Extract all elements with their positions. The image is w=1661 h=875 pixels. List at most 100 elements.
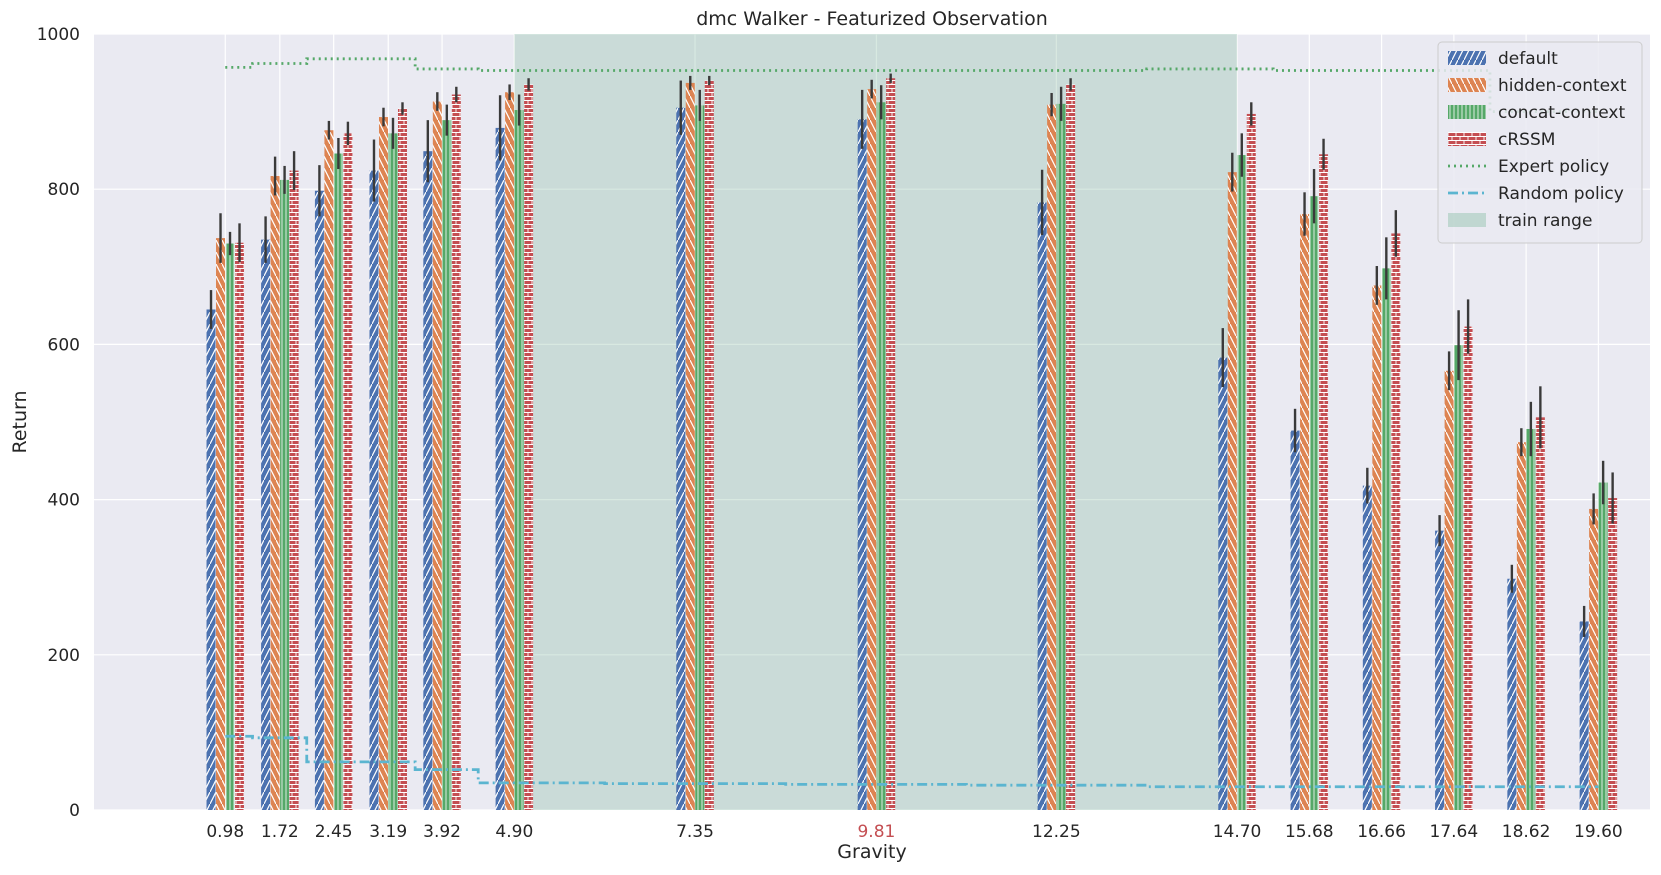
bar-hidden-context-16-66 bbox=[1372, 285, 1382, 810]
bar-crssm-1-72 bbox=[289, 170, 299, 811]
x-tick-label-0-98: 0.98 bbox=[206, 822, 244, 842]
legend-swatch-default bbox=[1448, 51, 1486, 65]
bar-default-3-19 bbox=[369, 170, 379, 811]
bar-concat-context-15-68 bbox=[1309, 196, 1319, 810]
bar-concat-context-9-81 bbox=[876, 102, 886, 810]
bar-default-16-66 bbox=[1362, 485, 1372, 810]
x-tick-label-3-19: 3.19 bbox=[369, 822, 407, 842]
bar-hidden-context-2-45 bbox=[324, 130, 334, 810]
bar-concat-context-3-19 bbox=[388, 133, 398, 810]
bar-hidden-context-9-81 bbox=[867, 89, 877, 810]
bar-default-4-90 bbox=[495, 127, 505, 810]
y-axis-label: Return bbox=[9, 390, 31, 453]
x-tick-label-14-70: 14.70 bbox=[1213, 822, 1262, 842]
bar-crssm-9-81 bbox=[886, 78, 896, 811]
bar-hidden-context-4-90 bbox=[505, 92, 515, 810]
legend-swatch-crssm bbox=[1448, 132, 1486, 146]
bar-default-7-35 bbox=[676, 107, 686, 811]
y-tick-label: 400 bbox=[48, 491, 80, 511]
bar-concat-context-4-90 bbox=[514, 110, 524, 811]
bar-concat-context-17-64 bbox=[1454, 345, 1464, 810]
x-tick-label-4-90: 4.90 bbox=[495, 822, 533, 842]
bar-hidden-context-14-70 bbox=[1227, 172, 1237, 811]
legend-label-random-policy: Random policy bbox=[1498, 184, 1624, 204]
x-tick-label-19-60: 19.60 bbox=[1574, 822, 1623, 842]
legend-label-concat-context: concat-context bbox=[1498, 103, 1625, 123]
bar-hidden-context-3-92 bbox=[432, 101, 442, 810]
bar-crssm-17-64 bbox=[1463, 326, 1473, 810]
legend-label-hidden-context: hidden-context bbox=[1498, 76, 1627, 96]
bar-concat-context-2-45 bbox=[333, 153, 343, 810]
legend-swatch-concat-context bbox=[1448, 105, 1486, 119]
bar-crssm-15-68 bbox=[1319, 154, 1329, 810]
bar-concat-context-7-35 bbox=[695, 105, 705, 811]
bar-concat-context-19-60 bbox=[1598, 482, 1608, 810]
bar-default-18-62 bbox=[1507, 578, 1517, 810]
bar-default-12-25 bbox=[1037, 202, 1047, 811]
bar-hidden-context-19-60 bbox=[1589, 508, 1599, 810]
y-tick-label: 200 bbox=[48, 646, 80, 666]
policy-lines bbox=[225, 57, 1599, 789]
legend: default hidden-context concat-context cRSSM… bbox=[1437, 41, 1643, 244]
chart-title: dmc Walker - Featurized Observation bbox=[696, 8, 1048, 30]
bar-hidden-context-0-98 bbox=[216, 238, 226, 810]
bar-concat-context-16-66 bbox=[1381, 268, 1391, 810]
bar-concat-context-12-25 bbox=[1056, 103, 1066, 811]
x-tick-label-17-64: 17.64 bbox=[1430, 822, 1479, 842]
y-tick-label: 0 bbox=[69, 801, 80, 821]
bar-hidden-context-18-62 bbox=[1516, 442, 1526, 810]
legend-label-default: default bbox=[1498, 49, 1558, 69]
legend-label-train-range: train range bbox=[1498, 211, 1592, 231]
x-tick-label-1-72: 1.72 bbox=[261, 822, 299, 842]
line-random-policy bbox=[225, 734, 1599, 789]
bar-concat-context-1-72 bbox=[280, 179, 290, 810]
bar-default-3-92 bbox=[423, 151, 433, 810]
bar-crssm-0-98 bbox=[235, 242, 245, 810]
y-tick-label: 600 bbox=[48, 335, 80, 355]
x-tick-label-2-45: 2.45 bbox=[315, 822, 353, 842]
bars bbox=[206, 73, 1618, 811]
bar-crssm-12-25 bbox=[1066, 84, 1076, 810]
axes: 0 200 400 600 800 1000 0.98 1.72 2.45 3.19 3.92 4.9… bbox=[37, 25, 1623, 842]
bar-hidden-context-17-64 bbox=[1444, 370, 1454, 810]
bar-concat-context-3-92 bbox=[442, 120, 452, 811]
legend-label-crssm: cRSSM bbox=[1498, 130, 1555, 150]
bar-crssm-3-19 bbox=[397, 108, 407, 811]
x-tick-label-15-68: 15.68 bbox=[1285, 822, 1334, 842]
legend-swatch-hidden-context bbox=[1448, 78, 1486, 92]
grid bbox=[94, 33, 1650, 811]
bar-default-19-60 bbox=[1579, 621, 1589, 810]
bar-crssm-3-92 bbox=[451, 94, 461, 810]
bar-hidden-context-7-35 bbox=[685, 82, 695, 810]
bar-crssm-7-35 bbox=[704, 80, 714, 810]
bar-default-2-45 bbox=[314, 190, 324, 810]
x-tick-label-18-62: 18.62 bbox=[1502, 822, 1551, 842]
bar-default-14-70 bbox=[1218, 357, 1228, 810]
x-tick-label-7-35: 7.35 bbox=[676, 822, 714, 842]
bar-hidden-context-15-68 bbox=[1300, 214, 1310, 811]
bar-crssm-16-66 bbox=[1391, 233, 1401, 810]
x-tick-label-12-25: 12.25 bbox=[1032, 822, 1081, 842]
bar-hidden-context-12-25 bbox=[1047, 104, 1057, 811]
bar-default-0-98 bbox=[206, 309, 216, 810]
y-tick-label: 800 bbox=[48, 180, 80, 200]
bar-default-17-64 bbox=[1435, 530, 1445, 810]
x-tick-label-16-66: 16.66 bbox=[1357, 822, 1406, 842]
bar-crssm-2-45 bbox=[343, 133, 353, 810]
bar-default-15-68 bbox=[1290, 430, 1300, 810]
bar-concat-context-0-98 bbox=[225, 243, 235, 810]
bar-crssm-14-70 bbox=[1246, 113, 1256, 811]
bar-hidden-context-1-72 bbox=[270, 176, 280, 810]
bar-crssm-18-62 bbox=[1535, 417, 1545, 810]
legend-swatch-train-range bbox=[1448, 213, 1486, 227]
legend-label-expert-policy: Expert policy bbox=[1498, 157, 1609, 177]
bar-crssm-4-90 bbox=[524, 84, 534, 810]
bar-concat-context-18-62 bbox=[1526, 428, 1536, 810]
bar-crssm-19-60 bbox=[1608, 498, 1618, 810]
x-tick-label-3-92: 3.92 bbox=[423, 822, 461, 842]
x-axis-label: Gravity bbox=[837, 841, 906, 863]
bar-default-1-72 bbox=[261, 239, 271, 810]
legend-box bbox=[1437, 41, 1643, 244]
